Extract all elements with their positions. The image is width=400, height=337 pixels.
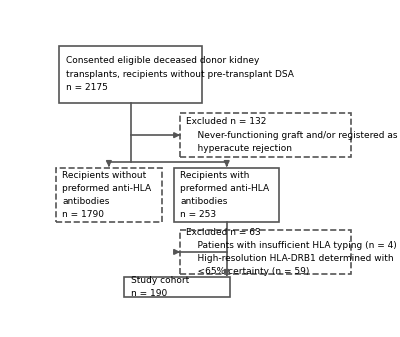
Text: Excluded n = 63
    Patients with insufficient HLA typing (n = 4)
    High-resol: Excluded n = 63 Patients with insufficie… xyxy=(186,227,397,276)
FancyBboxPatch shape xyxy=(180,230,351,274)
Text: Recipients without
preformed anti-HLA
antibodies
n = 1790: Recipients without preformed anti-HLA an… xyxy=(62,171,152,219)
FancyBboxPatch shape xyxy=(56,167,162,222)
Text: Consented eligible deceased donor kidney
transplants, recipients without pre-tra: Consented eligible deceased donor kidney… xyxy=(66,57,293,92)
Text: Recipients with
preformed anti-HLA
antibodies
n = 253: Recipients with preformed anti-HLA antib… xyxy=(180,171,269,219)
Text: Study cohort
n = 190: Study cohort n = 190 xyxy=(131,276,189,298)
FancyBboxPatch shape xyxy=(124,277,230,297)
FancyBboxPatch shape xyxy=(180,113,351,157)
Text: Excluded n = 132
    Never-functioning graft and/or registered as
    hyperacute: Excluded n = 132 Never-functioning graft… xyxy=(186,118,398,153)
FancyBboxPatch shape xyxy=(174,167,279,222)
FancyBboxPatch shape xyxy=(59,45,202,103)
